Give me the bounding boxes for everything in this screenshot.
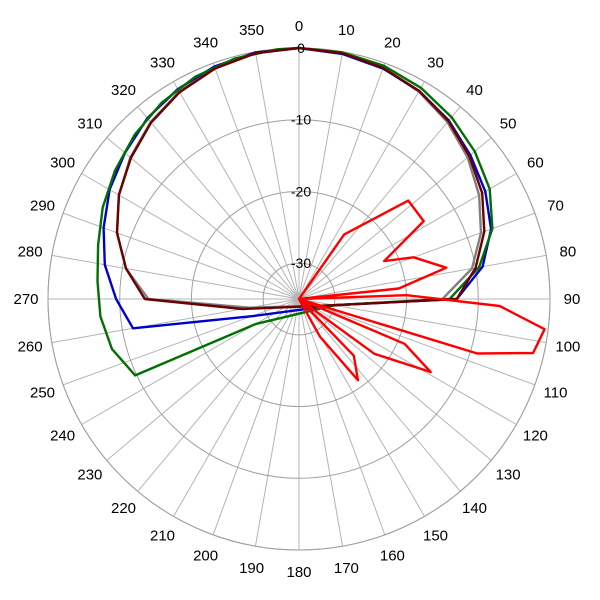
angle-tick-label: 130 bbox=[496, 467, 521, 484]
grid-ring bbox=[262, 262, 336, 336]
angle-tick-label: 20 bbox=[384, 35, 401, 52]
angle-tick-label: 350 bbox=[239, 22, 264, 39]
pattern-trace bbox=[96, 46, 494, 377]
angle-tick-label: 260 bbox=[18, 338, 43, 355]
angle-tick-label: 10 bbox=[338, 22, 355, 39]
angle-tick-label: 120 bbox=[523, 428, 548, 445]
grid-spoke bbox=[298, 298, 547, 344]
grid-spoke bbox=[298, 62, 386, 300]
angle-tick-label: 280 bbox=[18, 244, 43, 261]
grid-spoke bbox=[298, 298, 536, 386]
grid-spoke bbox=[62, 298, 300, 386]
grid-spoke bbox=[81, 298, 300, 425]
grid-spoke bbox=[298, 298, 492, 461]
angle-tick-label: 250 bbox=[30, 384, 55, 401]
pattern-trace bbox=[115, 46, 486, 311]
angle-tick-label: 0 bbox=[295, 18, 303, 35]
grid-ring bbox=[119, 119, 479, 479]
angle-tick-label: 340 bbox=[193, 35, 218, 52]
grid-spoke bbox=[173, 298, 300, 517]
grid-spoke bbox=[298, 137, 492, 300]
angle-tick-label: 220 bbox=[111, 500, 136, 517]
angle-tick-label: 330 bbox=[150, 55, 175, 72]
grid-spoke bbox=[298, 81, 425, 300]
grid-spoke bbox=[298, 51, 344, 300]
grid-spoke bbox=[254, 51, 300, 300]
radial-tick-label: -30 bbox=[291, 255, 311, 271]
angle-tick-label: 240 bbox=[50, 428, 75, 445]
angle-tick-label: 140 bbox=[462, 500, 487, 517]
grid-spoke bbox=[173, 81, 300, 300]
angle-tick-labels: 0 10 20 30 40 50 60 70 80 90 100 110 120 130 140 150 160… bbox=[13, 18, 580, 581]
angle-tick-label: 290 bbox=[30, 198, 55, 215]
radial-tick-label: -20 bbox=[291, 183, 311, 199]
angle-tick-label: 180 bbox=[286, 564, 311, 581]
angle-tick-label: 320 bbox=[111, 82, 136, 99]
angle-tick-label: 90 bbox=[564, 291, 581, 308]
angle-tick-label: 190 bbox=[239, 560, 264, 577]
grid-spoke bbox=[298, 212, 536, 300]
angle-tick-label: 270 bbox=[13, 291, 38, 308]
angle-tick-label: 210 bbox=[150, 527, 175, 544]
angle-tick-label: 40 bbox=[466, 82, 483, 99]
angle-tick-label: 100 bbox=[555, 338, 580, 355]
grid-spoke bbox=[62, 212, 300, 300]
grid-spoke bbox=[106, 298, 300, 461]
grid-spoke bbox=[298, 298, 344, 547]
grid-spoke bbox=[298, 106, 461, 300]
angle-tick-label: 110 bbox=[544, 384, 568, 401]
radial-tick-labels: 0 -10 -20 -30 bbox=[291, 40, 311, 271]
grid-spoke bbox=[254, 298, 300, 547]
angle-tick-label: 200 bbox=[193, 548, 218, 565]
grid-spoke bbox=[212, 62, 300, 300]
angle-tick-label: 230 bbox=[77, 467, 102, 484]
grid-spoke bbox=[298, 298, 517, 425]
angle-tick-label: 310 bbox=[77, 116, 102, 133]
grid-spoke bbox=[137, 106, 300, 300]
radial-tick-label: -10 bbox=[291, 112, 311, 128]
grid-spoke bbox=[298, 298, 461, 492]
angle-tick-label: 30 bbox=[427, 55, 444, 72]
grid-spoke bbox=[212, 298, 300, 536]
angle-tick-label: 70 bbox=[547, 198, 564, 215]
grid-spoke bbox=[137, 298, 300, 492]
grid-spoke bbox=[298, 298, 386, 536]
grid-spoke bbox=[106, 137, 300, 300]
polar-grid bbox=[47, 47, 551, 551]
angle-tick-label: 150 bbox=[423, 527, 448, 544]
angle-tick-label: 50 bbox=[500, 116, 517, 133]
angle-tick-label: 80 bbox=[560, 244, 577, 261]
angle-tick-label: 60 bbox=[527, 155, 544, 172]
angle-tick-label: 300 bbox=[50, 155, 75, 172]
radial-tick-label: 0 bbox=[297, 40, 305, 56]
grid-spoke bbox=[51, 254, 300, 300]
grid-ring bbox=[190, 190, 408, 408]
angle-tick-label: 160 bbox=[380, 548, 405, 565]
pattern-trace bbox=[297, 199, 546, 382]
radiation-pattern-traces bbox=[96, 46, 546, 382]
angle-tick-label: 170 bbox=[334, 560, 359, 577]
